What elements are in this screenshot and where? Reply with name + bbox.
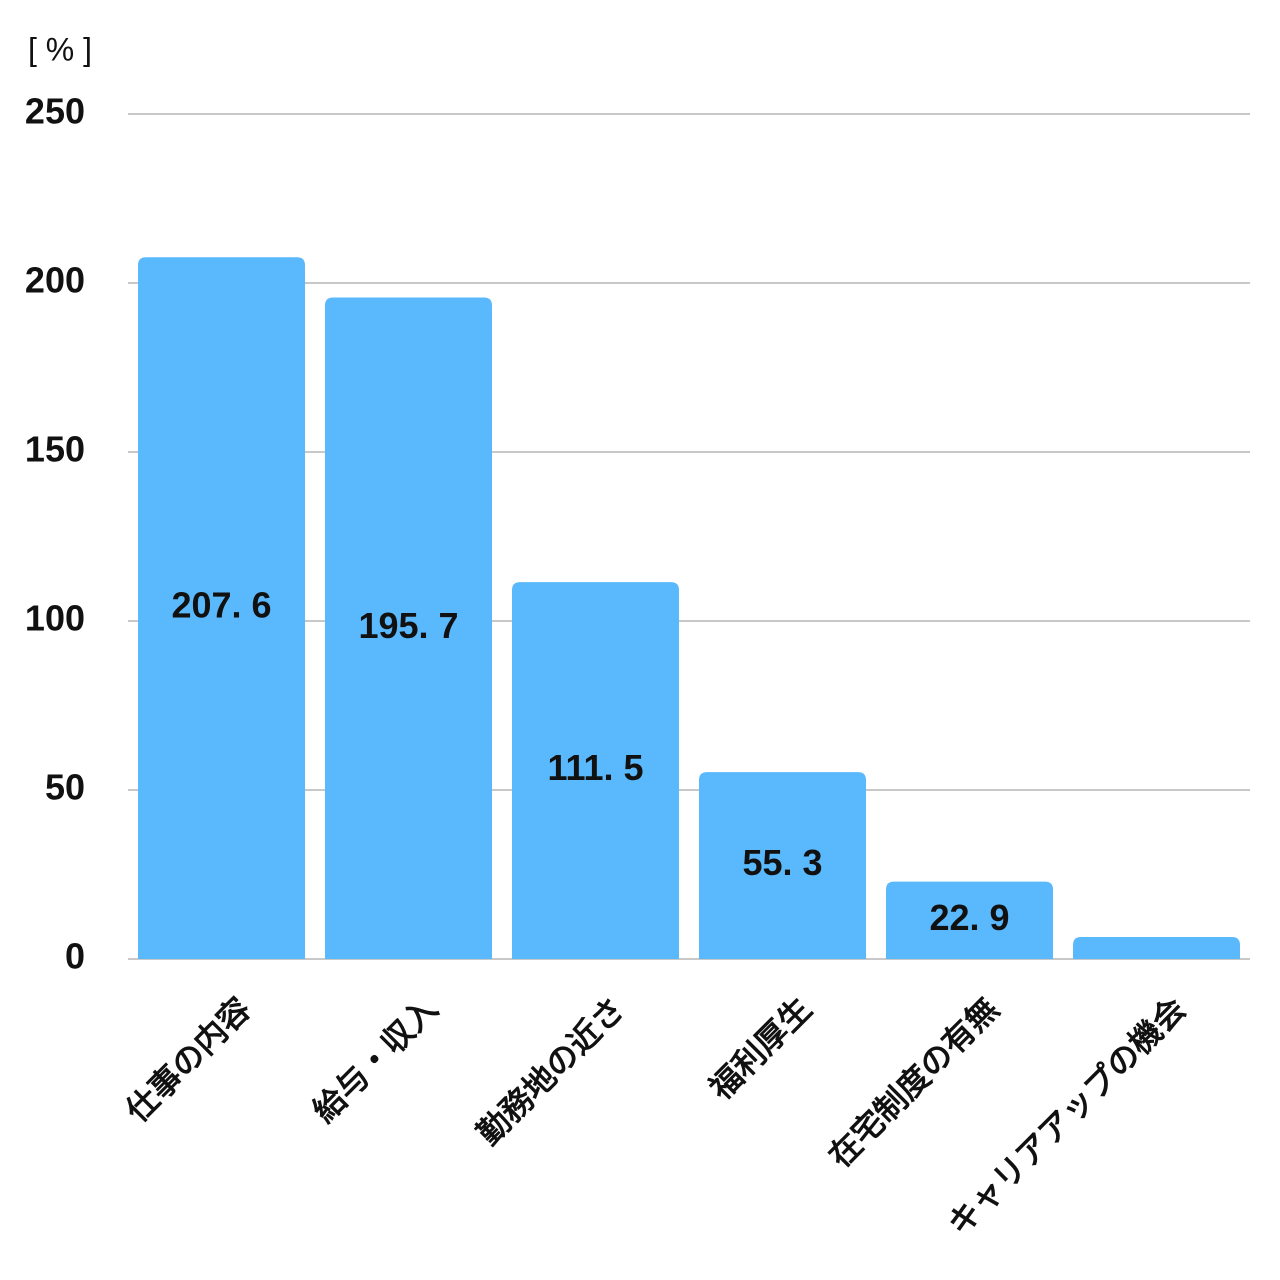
y-tick-label: 100: [25, 598, 85, 639]
bar: [886, 881, 1053, 959]
x-tick-label: 給与・収入: [306, 990, 445, 1129]
y-tick-label: 150: [25, 429, 85, 470]
y-tick-label: 250: [25, 91, 85, 132]
value-label: 195. 7: [358, 605, 458, 646]
x-tick-label: 仕事の内容: [119, 990, 258, 1129]
bar: [325, 297, 492, 959]
value-label: 111. 5: [547, 747, 643, 788]
bar: [138, 257, 305, 959]
x-tick-label: 在宅制度の有無: [822, 990, 1006, 1174]
y-tick-label: 200: [25, 260, 85, 301]
value-label: 22. 9: [929, 897, 1009, 938]
y-tick-label: 0: [65, 936, 85, 977]
y-unit-label: [ % ]: [28, 31, 92, 67]
y-tick-label: 50: [45, 767, 85, 808]
x-tick-label: 福利厚生: [702, 990, 819, 1107]
value-label: 207. 6: [171, 585, 271, 626]
value-label: 55. 3: [742, 842, 822, 883]
x-tick-label: 勤務地の近さ: [470, 990, 631, 1151]
bar: [699, 772, 866, 959]
bar: [1073, 937, 1240, 959]
bar: [512, 582, 679, 959]
